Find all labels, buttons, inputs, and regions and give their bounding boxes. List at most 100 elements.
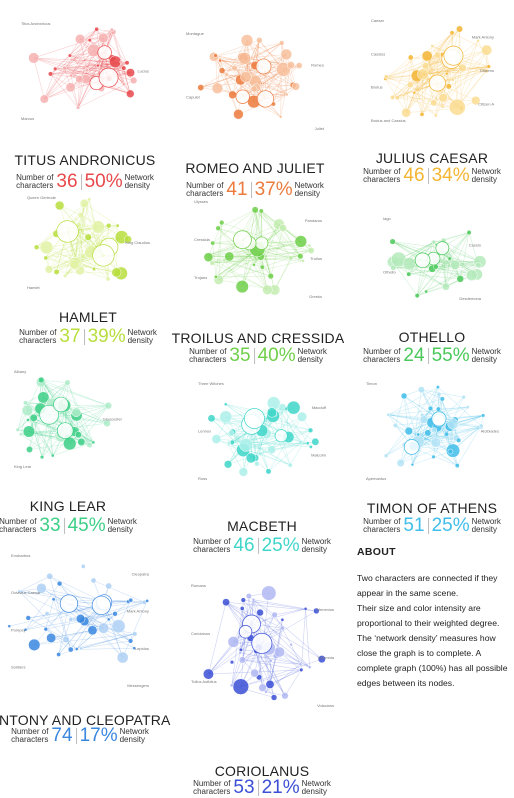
character-node — [69, 617, 73, 621]
character-node — [52, 598, 55, 601]
character-node — [252, 258, 255, 261]
density-value: 21% — [262, 778, 300, 797]
about-line: proportional to their weighted degree. — [357, 616, 512, 631]
character-node — [80, 647, 83, 650]
character-node — [288, 462, 292, 466]
character-node — [117, 652, 128, 663]
character-node — [87, 197, 91, 201]
character-node — [252, 263, 255, 266]
characters-label: Number of characters — [11, 728, 48, 744]
character-node — [68, 53, 72, 57]
character-node — [111, 268, 120, 277]
character-node — [220, 410, 232, 422]
character-node — [80, 199, 89, 208]
character-node — [455, 463, 459, 467]
character-node — [26, 615, 31, 620]
character-node — [289, 643, 292, 646]
character-node — [396, 459, 403, 466]
stat-divider — [254, 348, 255, 364]
hub-node — [415, 253, 430, 268]
character-node — [248, 68, 251, 71]
character-node — [228, 430, 234, 436]
hub-node — [239, 625, 252, 638]
character-node — [419, 112, 423, 116]
character-node — [450, 78, 454, 82]
character-node — [481, 45, 491, 55]
character-node — [112, 619, 125, 632]
character-node — [403, 257, 416, 270]
character-node — [292, 82, 300, 90]
character-node — [75, 647, 78, 650]
character-node — [458, 64, 466, 72]
character-node — [91, 221, 104, 234]
characters-label: Number of characters — [363, 518, 400, 534]
character-label: Cassius — [371, 51, 385, 56]
character-node — [98, 623, 109, 634]
character-node — [268, 273, 274, 279]
character-node — [434, 52, 440, 58]
character-node — [53, 66, 57, 70]
character-node — [441, 105, 444, 108]
character-node — [19, 432, 22, 435]
hub-node — [256, 58, 271, 73]
character-label: Gloucester — [103, 416, 123, 421]
character-label: Queen Gertrude — [27, 195, 57, 200]
character-node — [467, 230, 472, 235]
character-node — [421, 51, 431, 61]
character-node — [271, 695, 277, 701]
character-label: Cleopatra — [132, 572, 150, 577]
character-node — [212, 434, 221, 443]
character-node — [430, 437, 440, 447]
character-node — [303, 607, 306, 610]
character-node — [216, 225, 221, 230]
character-node — [56, 652, 60, 656]
character-label: King Claudius — [125, 240, 150, 245]
character-node — [288, 255, 293, 260]
character-node — [430, 44, 433, 47]
hub-node — [436, 242, 449, 255]
character-node — [438, 94, 447, 103]
character-node — [302, 259, 305, 262]
character-node — [287, 401, 300, 414]
character-node — [69, 73, 73, 77]
character-count: 35 — [229, 346, 250, 365]
about-line: The ‘network density’ measures how — [357, 631, 512, 646]
character-node — [240, 606, 244, 610]
character-label: Apemantus — [366, 476, 386, 481]
character-node — [44, 627, 48, 631]
character-node — [476, 262, 482, 268]
stat-divider — [428, 348, 429, 364]
character-node — [76, 75, 84, 83]
character-count: 24 — [403, 346, 424, 365]
hub-node — [443, 46, 462, 65]
hub-node — [251, 633, 271, 653]
edge — [305, 609, 309, 667]
density-label: Network density — [302, 538, 331, 554]
character-label: Romans — [191, 583, 206, 588]
character-node — [105, 402, 112, 409]
character-count: 51 — [403, 516, 424, 535]
character-label: Hamlet — [27, 285, 41, 290]
character-node — [461, 395, 465, 399]
character-node — [230, 684, 233, 687]
character-node — [239, 657, 246, 664]
density-label: Network density — [472, 518, 501, 534]
character-label: Romeo — [311, 62, 325, 67]
character-label: Soldiers — [11, 664, 25, 669]
character-node — [88, 38, 92, 42]
characters-label: Number of characters — [193, 538, 230, 554]
character-node — [78, 212, 83, 217]
stat-divider — [428, 518, 429, 534]
character-label: Cassio — [469, 243, 482, 248]
character-node — [436, 406, 441, 411]
hub-node — [429, 75, 445, 91]
character-node — [412, 91, 415, 94]
character-node — [47, 573, 53, 579]
density-label: Network density — [302, 780, 331, 796]
